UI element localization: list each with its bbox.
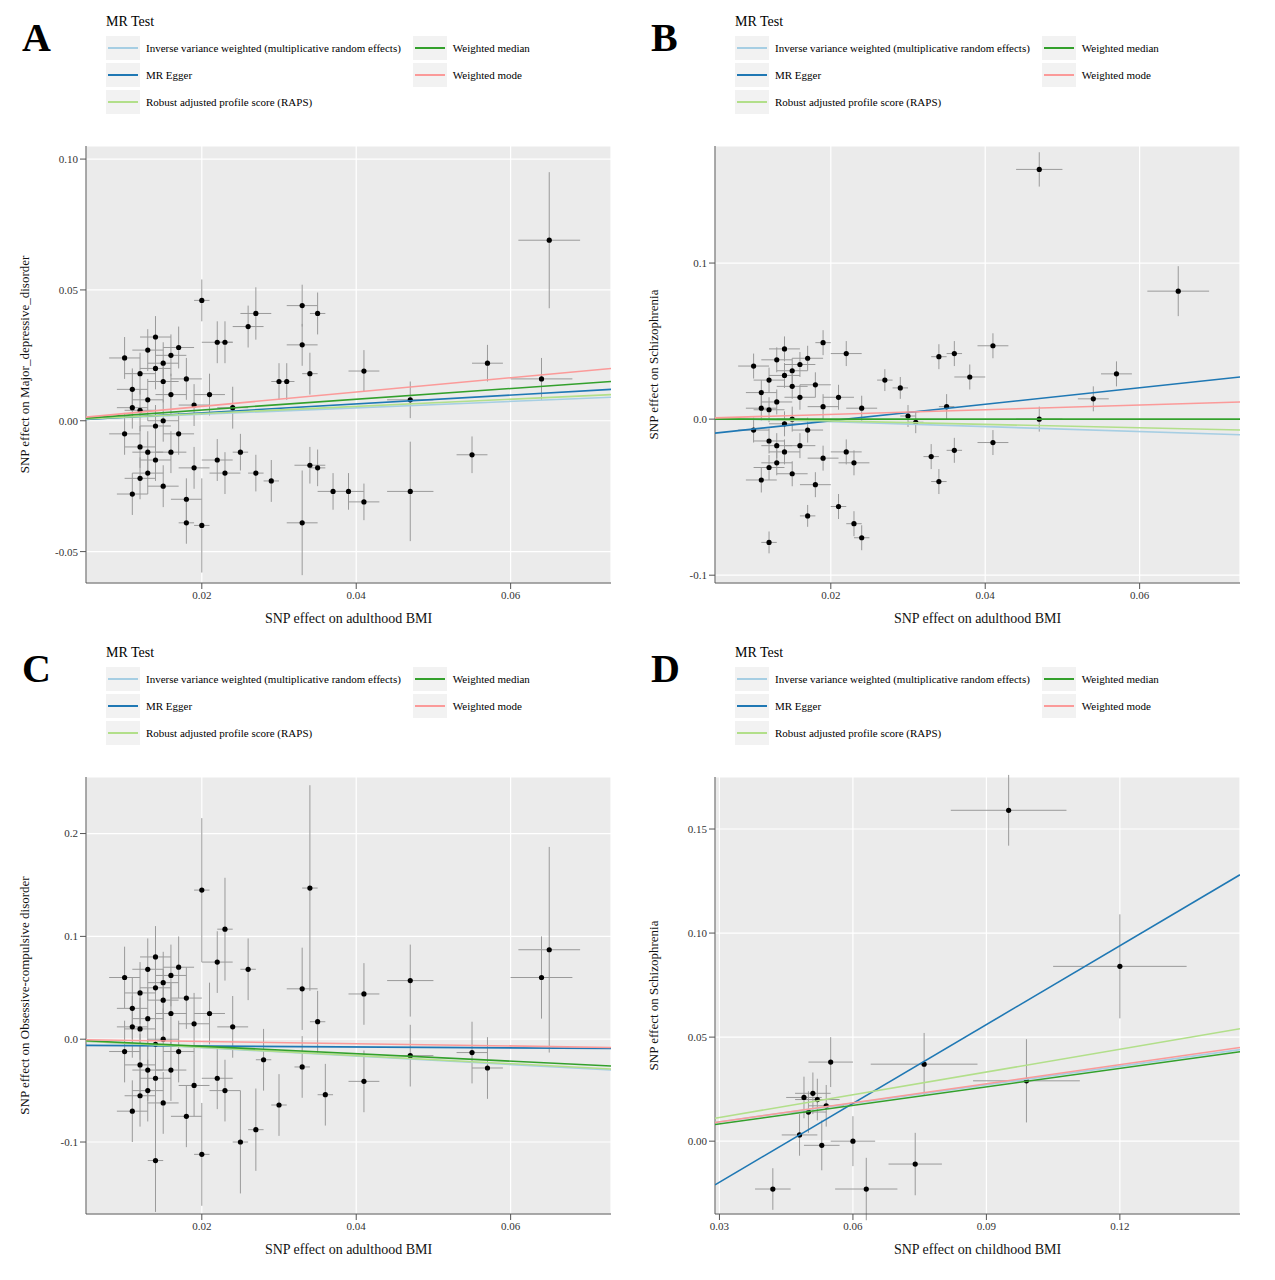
html-text:Inverse variance weighted (mul: Inverse variance weighted (multiplicativ… — [775, 41, 1030, 54]
svg-text:0.09: 0.09 — [977, 1220, 997, 1232]
svg-text:SNP effect on childhood BMI: SNP effect on childhood BMI — [894, 1242, 1062, 1257]
svg-text:0.12: 0.12 — [1110, 1220, 1129, 1232]
svg-text:0.0: 0.0 — [693, 413, 707, 425]
html-text:Weighted mode: Weighted mode — [1081, 699, 1151, 712]
svg-text:0.2: 0.2 — [64, 827, 78, 839]
html-text:Weighted median: Weighted median — [1081, 41, 1159, 54]
svg-text:SNP effect on adulthood BMI: SNP effect on adulthood BMI — [265, 611, 433, 626]
html-text:Robust adjusted profile score: Robust adjusted profile score (RAPS) — [146, 95, 313, 108]
html-text:Weighted mode: Weighted mode — [452, 68, 522, 81]
svg-text:0.03: 0.03 — [710, 1220, 730, 1232]
svg-text:0.06: 0.06 — [843, 1220, 863, 1232]
svg-text:0.10: 0.10 — [59, 153, 79, 165]
svg-text:0.1: 0.1 — [693, 257, 707, 269]
html-text:MR Egger: MR Egger — [146, 68, 193, 81]
html-text:MR Egger: MR Egger — [775, 68, 822, 81]
html-text:Inverse variance weighted (mul: Inverse variance weighted (multiplicativ… — [775, 672, 1030, 685]
svg-text:SNP effect on Schizophrenia: SNP effect on Schizophrenia — [646, 920, 661, 1070]
svg-text:0.02: 0.02 — [192, 589, 211, 601]
svg-text:0.05: 0.05 — [688, 1031, 708, 1043]
html-text:Weighted median: Weighted median — [1081, 672, 1159, 685]
svg-text:0.15: 0.15 — [688, 823, 708, 835]
html-text:Robust adjusted profile score: Robust adjusted profile score (RAPS) — [775, 95, 942, 108]
svg-text:0.06: 0.06 — [501, 589, 521, 601]
html-text:A: A — [22, 15, 51, 60]
html-text:Weighted median: Weighted median — [452, 672, 530, 685]
svg-text:0.06: 0.06 — [501, 1220, 521, 1232]
svg-text:-0.1: -0.1 — [690, 569, 707, 581]
svg-text:0.00: 0.00 — [59, 415, 79, 427]
html-text:Weighted mode: Weighted mode — [1081, 68, 1151, 81]
svg-text:0.04: 0.04 — [347, 1220, 367, 1232]
html-text:Weighted median: Weighted median — [452, 41, 530, 54]
svg-text:0.1: 0.1 — [64, 930, 78, 942]
svg-text:0.00: 0.00 — [688, 1135, 708, 1147]
html-text:D: D — [651, 646, 680, 691]
svg-text:0.05: 0.05 — [59, 284, 79, 296]
html-text:MR Test: MR Test — [106, 645, 155, 660]
svg-text:0.06: 0.06 — [1130, 589, 1150, 601]
svg-text:0.04: 0.04 — [347, 589, 367, 601]
svg-text:0.0: 0.0 — [64, 1033, 78, 1045]
html-text:Robust adjusted profile score: Robust adjusted profile score (RAPS) — [775, 726, 942, 739]
html-text:Weighted mode: Weighted mode — [452, 699, 522, 712]
svg-text:SNP effect on Schizophrenia: SNP effect on Schizophrenia — [646, 289, 661, 439]
svg-text:0.02: 0.02 — [192, 1220, 211, 1232]
svg-text:SNP effect on Obsessive-compul: SNP effect on Obsessive-compulsive disor… — [17, 876, 32, 1115]
html-text:Robust adjusted profile score: Robust adjusted profile score (RAPS) — [146, 726, 313, 739]
svg-text:SNP effect on adulthood BMI: SNP effect on adulthood BMI — [265, 1242, 433, 1257]
html-text:Inverse variance weighted (mul: Inverse variance weighted (multiplicativ… — [146, 41, 401, 54]
svg-text:-0.1: -0.1 — [61, 1136, 78, 1148]
svg-text:0.10: 0.10 — [688, 927, 708, 939]
html-text:B: B — [651, 15, 678, 60]
html-text:MR Test: MR Test — [106, 14, 155, 29]
html-text:MR Test: MR Test — [735, 14, 784, 29]
html-text:Inverse variance weighted (mul: Inverse variance weighted (multiplicativ… — [146, 672, 401, 685]
svg-text:0.02: 0.02 — [821, 589, 840, 601]
html-text:MR Test: MR Test — [735, 645, 784, 660]
html-text:MR Egger: MR Egger — [146, 699, 193, 712]
html-text:C: C — [22, 646, 51, 691]
svg-text:0.04: 0.04 — [976, 589, 996, 601]
html-text:MR Egger: MR Egger — [775, 699, 822, 712]
svg-text:SNP effect on adulthood BMI: SNP effect on adulthood BMI — [894, 611, 1062, 626]
svg-text:-0.05: -0.05 — [55, 546, 78, 558]
svg-text:SNP effect on Major_depressive: SNP effect on Major_depressive_disorder — [17, 255, 32, 473]
